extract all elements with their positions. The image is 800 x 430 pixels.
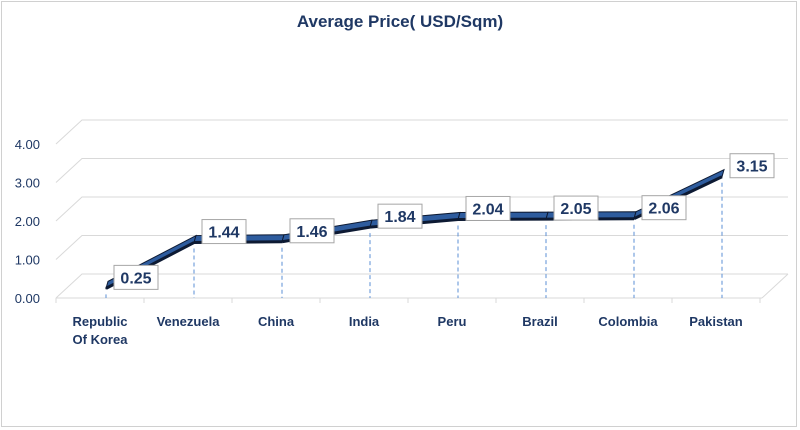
- data-line-series: [105, 168, 725, 290]
- data-label-text: 3.15: [736, 159, 767, 176]
- data-label: 1.84: [377, 203, 423, 229]
- gridline: [55, 119, 788, 145]
- x-tick-label: India: [349, 314, 380, 329]
- data-label: 0.25: [113, 264, 159, 290]
- data-label-box: [201, 219, 247, 245]
- data-labels: 0.25 1.44 1.46 1.84 2.04 2.05 2.06 3.15: [113, 153, 775, 290]
- data-label-box: [465, 195, 511, 221]
- data-label: 2.06: [641, 195, 687, 221]
- data-label-text: 2.06: [648, 201, 679, 218]
- data-label-box: [641, 195, 687, 221]
- gridlines: [55, 119, 789, 303]
- data-label: 1.44: [201, 219, 247, 245]
- data-label-text: 1.46: [296, 224, 327, 241]
- x-tick-label: Colombia: [598, 314, 658, 329]
- data-leader-lines: [105, 182, 723, 298]
- x-tick-label: Republic Of Korea: [73, 314, 129, 347]
- floor-edge: [761, 273, 789, 299]
- y-tick-label: 2.00: [15, 214, 40, 229]
- data-label-text: 1.44: [208, 225, 239, 242]
- x-tick-label: China: [258, 314, 295, 329]
- x-tick-label: Brazil: [522, 314, 557, 329]
- data-label-box: [553, 195, 599, 221]
- y-tick-label: 3.00: [15, 176, 40, 191]
- x-tick-label: Pakistan: [689, 314, 743, 329]
- gridline: [55, 158, 788, 183]
- y-tick-label: 1.00: [15, 253, 40, 268]
- data-label-box: [377, 203, 423, 229]
- data-label-text: 1.84: [384, 209, 415, 226]
- data-label: 2.04: [465, 195, 511, 221]
- x-tick-label: Venezuela: [157, 314, 221, 329]
- data-label: 3.15: [729, 153, 775, 179]
- y-tick-label: 0.00: [15, 291, 40, 306]
- y-tick-label: 4.00: [15, 137, 40, 152]
- data-label-box: [729, 153, 775, 179]
- data-label: 1.46: [289, 218, 335, 244]
- y-axis-ticks: 0.00 1.00 2.00 3.00 4.00: [15, 137, 40, 306]
- data-label-text: 0.25: [120, 270, 151, 287]
- chart-title: Average Price( USD/Sqm): [297, 12, 503, 31]
- gridline: [55, 273, 788, 299]
- data-label-box: [113, 264, 159, 290]
- x-tick-label: Peru: [438, 314, 467, 329]
- gridline: [55, 196, 788, 222]
- gridline: [55, 235, 788, 260]
- data-label-text: 2.04: [472, 201, 503, 218]
- data-label: 2.05: [553, 195, 599, 221]
- x-axis-ticks: Republic Of Korea Venezuela China India Peru B…: [73, 314, 743, 347]
- data-label-box: [289, 218, 335, 244]
- data-label-text: 2.05: [560, 201, 591, 218]
